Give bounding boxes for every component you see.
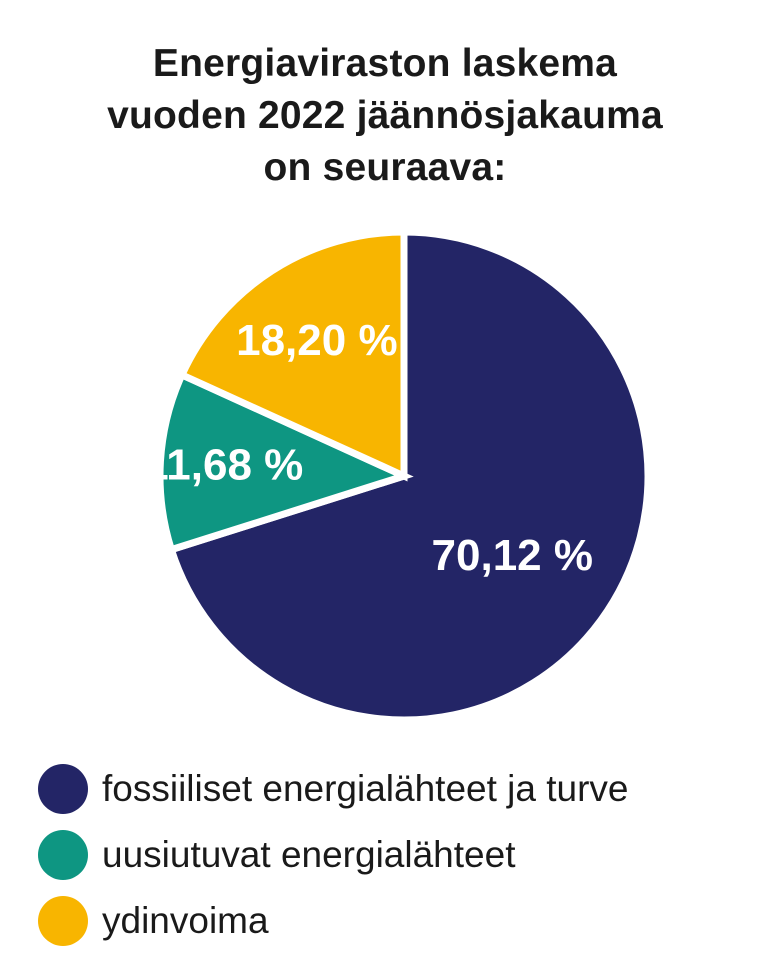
- legend: fossiiliset energialähteet ja turve uusi…: [38, 756, 629, 954]
- chart-title-line-3: on seuraava:: [263, 146, 507, 189]
- pie-slice-nuclear: [177, 228, 408, 482]
- legend-item-fossil: fossiiliset energialähteet ja turve: [38, 756, 629, 822]
- legend-swatch-renewable: [38, 830, 88, 880]
- slice-label-renewable: 11,68 %: [144, 441, 303, 490]
- legend-swatch-fossil: [38, 764, 88, 814]
- legend-label-fossil: fossiiliset energialähteet ja turve: [102, 768, 629, 809]
- legend-swatch-nuclear: [38, 896, 88, 946]
- slice-label-fossil: 70,12 %: [432, 531, 593, 580]
- legend-label-renewable: uusiutuvat energialähteet: [102, 834, 516, 875]
- pie-slice-renewable: [156, 370, 414, 555]
- chart-title: Energiaviraston laskema vuoden 2022 jään…: [0, 38, 770, 194]
- legend-item-renewable: uusiutuvat energialähteet: [38, 822, 629, 888]
- legend-label-nuclear: ydinvoima: [102, 900, 269, 941]
- pie-chart: 70,12 % 11,68 % 18,20 %: [144, 228, 648, 720]
- chart-title-line-2: vuoden 2022 jäännösjakauma: [107, 94, 663, 137]
- legend-item-nuclear: ydinvoima: [38, 888, 629, 954]
- slice-label-nuclear: 18,20 %: [236, 316, 397, 365]
- chart-title-line-1: Energiaviraston laskema: [152, 42, 618, 85]
